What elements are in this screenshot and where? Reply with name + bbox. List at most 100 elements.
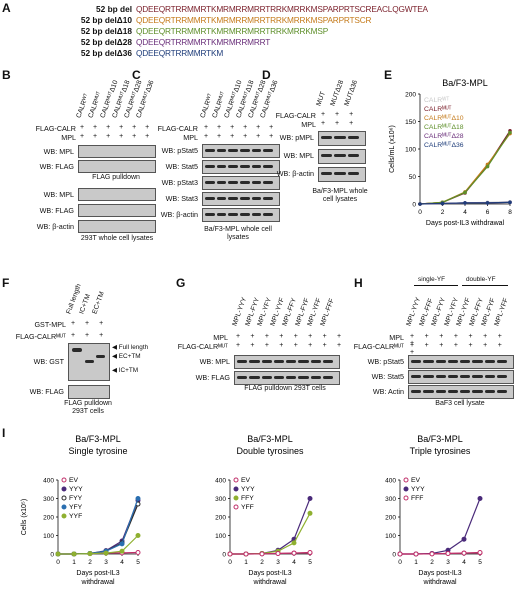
legend-marker <box>61 504 67 510</box>
lane-label: MUTΔ36 <box>343 79 360 107</box>
mpl-label: MPL <box>183 133 198 142</box>
data-point <box>227 551 233 557</box>
sequence-text: QDEEQRTRRMMRTKM <box>136 48 224 58</box>
legend-entry: YYY <box>411 486 425 493</box>
band <box>263 148 273 152</box>
y-tick-label: 400 <box>43 478 54 485</box>
band <box>460 389 471 393</box>
data-point <box>477 496 483 501</box>
arrow-ec-tm: ◀ EC+TM <box>112 353 141 360</box>
data-point <box>119 548 125 554</box>
panel-label-e: E <box>384 68 393 82</box>
band <box>310 359 321 363</box>
x-tick-label: 0 <box>56 559 60 566</box>
band <box>496 374 507 378</box>
band <box>205 180 215 184</box>
legend-marker <box>61 513 67 519</box>
band <box>435 359 446 363</box>
x-axis-label: withdrawal <box>422 579 457 586</box>
y-tick-label: 100 <box>385 533 396 540</box>
caption: Ba/F3-MPL whole cell lysates <box>204 226 272 241</box>
legend-entry: YYY <box>241 486 255 493</box>
chart-subtitle: Triple tyrosines <box>410 446 471 456</box>
band <box>496 359 507 363</box>
band <box>298 359 309 363</box>
sequence-row: 52 bp del QDEEQRTRRMMRTKMRMRRMRRTRRKMRRKM… <box>20 4 428 14</box>
y-tick-label: 200 <box>215 515 226 522</box>
band <box>273 359 284 363</box>
band <box>228 212 238 216</box>
sequence-label: 52 bp delΔ36 <box>80 48 132 58</box>
x-tick-label: 3 <box>446 559 450 566</box>
legend-entry: CALRᵂᵀ <box>424 97 449 104</box>
band <box>472 374 483 378</box>
panel-label-i: I <box>2 426 6 440</box>
x-tick-label: 2 <box>260 559 264 566</box>
data-point <box>461 550 467 556</box>
legend-marker <box>61 477 67 483</box>
legend-entry: CALRᴹᵁᵀΔ10 <box>424 115 464 122</box>
x-axis-label: withdrawal <box>252 579 287 586</box>
wb-label: WB: MPL <box>283 151 314 160</box>
wb-label: WB: FLAG <box>39 206 74 215</box>
series-line <box>58 535 139 555</box>
data-point <box>485 164 490 169</box>
band <box>249 375 260 379</box>
wb-label: WB: FLAG <box>195 373 230 382</box>
double-yf-label: double-YF <box>466 276 496 283</box>
chart-title: Ba/F3-MPL <box>442 78 488 88</box>
data-point <box>307 550 313 556</box>
legend-entry: YYF <box>69 513 82 520</box>
data-point <box>243 551 249 557</box>
band <box>347 154 359 157</box>
wb-label: WB: β-actin <box>160 210 198 219</box>
legend-marker <box>233 486 239 492</box>
data-point <box>508 200 512 205</box>
legend-entry: YYY <box>69 486 83 493</box>
band <box>321 172 333 175</box>
band <box>334 154 346 157</box>
sequence-row: 52 bp delΔ28 QDEEQRTRRMMRTKMRMRRMRRT <box>20 37 270 47</box>
band <box>237 375 248 379</box>
data-point <box>413 551 419 557</box>
band <box>205 196 215 200</box>
mpl-label: MPL <box>213 333 228 342</box>
band <box>261 375 272 379</box>
band <box>472 389 483 393</box>
x-tick-label: 3 <box>276 559 280 566</box>
wb-label: WB: MPL <box>199 357 230 366</box>
band <box>447 359 458 363</box>
mpl-label: MPL <box>301 120 316 129</box>
gst-mpl-label: GST-MPL <box>34 320 66 329</box>
y-tick-label: 100 <box>43 533 54 540</box>
plus-row: + + + + + + <box>80 133 153 140</box>
y-tick-label: 300 <box>215 496 226 503</box>
x-tick-label: 8 <box>508 209 512 216</box>
data-point <box>119 541 125 547</box>
panel-label-a: A <box>2 1 11 15</box>
band <box>240 164 250 168</box>
data-point <box>429 551 435 557</box>
wb-label: WB: pMPL <box>279 133 314 142</box>
band <box>273 375 284 379</box>
mpl-label: MPL <box>389 333 404 342</box>
band <box>310 375 321 379</box>
flag-calr-label: FLAG-CALRᴹᵁᵀ <box>177 342 228 351</box>
band <box>435 374 446 378</box>
band <box>447 374 458 378</box>
data-point <box>307 510 313 516</box>
band <box>447 389 458 393</box>
series-line <box>400 551 481 555</box>
band <box>263 212 273 216</box>
wb-label: WB: MPL <box>43 190 74 199</box>
data-point <box>463 201 467 205</box>
x-tick-label: 2 <box>430 559 434 566</box>
band <box>411 374 422 378</box>
data-point <box>135 550 141 556</box>
wb-label: WB: Actin <box>372 387 404 396</box>
band <box>423 359 434 363</box>
wb-label: WB: GST <box>33 357 64 366</box>
wb-label: WB: pStat5 <box>161 146 198 155</box>
band <box>411 389 422 393</box>
band <box>249 359 260 363</box>
